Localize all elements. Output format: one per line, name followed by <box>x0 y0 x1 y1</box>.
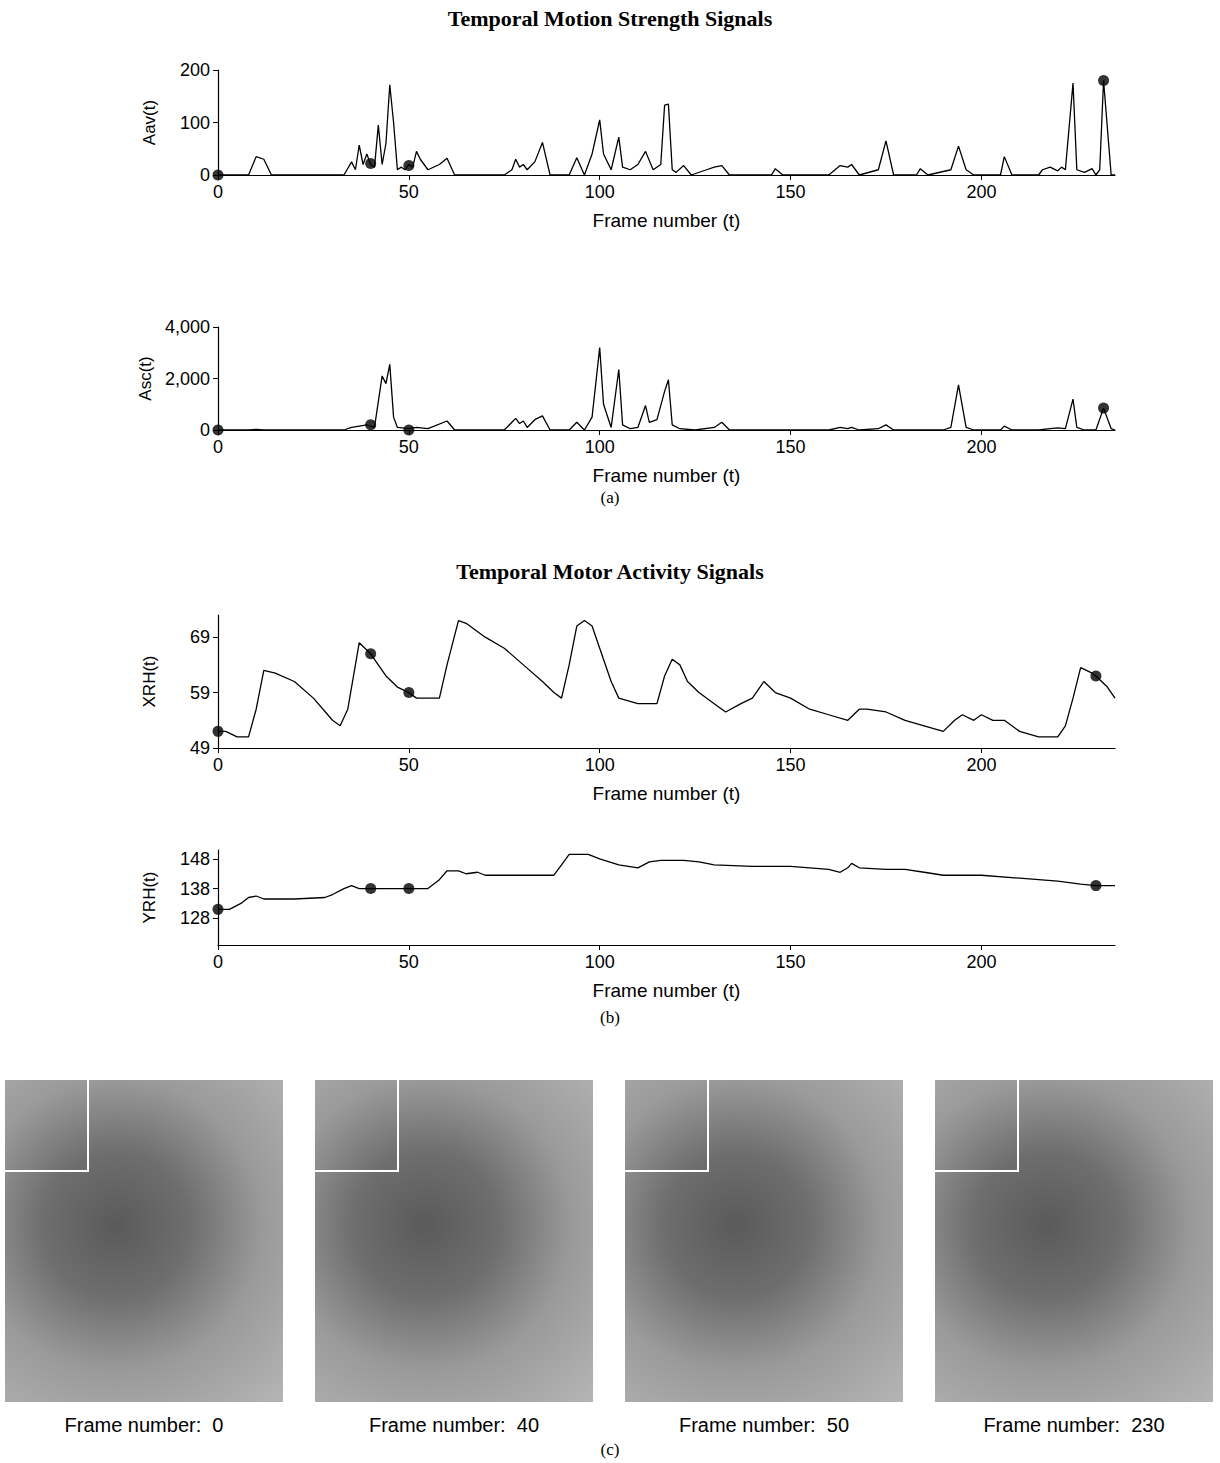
svg-text:50: 50 <box>399 437 419 457</box>
svg-text:4,000: 4,000 <box>165 317 210 337</box>
svg-text:2,000: 2,000 <box>165 369 210 389</box>
svg-text:0: 0 <box>200 420 210 440</box>
svg-text:138: 138 <box>180 879 210 899</box>
svg-text:50: 50 <box>399 952 419 972</box>
svg-text:100: 100 <box>180 113 210 133</box>
svg-text:100: 100 <box>585 437 615 457</box>
svg-text:50: 50 <box>399 755 419 775</box>
svg-text:59: 59 <box>190 683 210 703</box>
svg-text:Asc(t): Asc(t) <box>136 356 155 400</box>
svg-text:49: 49 <box>190 738 210 758</box>
svg-text:0: 0 <box>213 952 223 972</box>
svg-text:100: 100 <box>585 755 615 775</box>
svg-text:Frame number (t): Frame number (t) <box>593 980 741 1001</box>
svg-text:(b): (b) <box>600 1008 620 1027</box>
svg-text:200: 200 <box>966 182 996 202</box>
svg-text:0: 0 <box>213 755 223 775</box>
svg-text:148: 148 <box>180 849 210 869</box>
html-text:(c): (c) <box>600 1440 620 1459</box>
html-text:Frame number: 40: Frame number: 40 <box>369 1414 539 1436</box>
svg-text:0: 0 <box>200 165 210 185</box>
svg-text:150: 150 <box>776 952 806 972</box>
svg-text:100: 100 <box>585 182 615 202</box>
svg-text:69: 69 <box>190 627 210 647</box>
html-text:Frame number: 50: Frame number: 50 <box>679 1414 849 1436</box>
svg-text:XRH(t): XRH(t) <box>140 656 159 708</box>
svg-text:200: 200 <box>966 437 996 457</box>
svg-text:200: 200 <box>966 952 996 972</box>
svg-text:0: 0 <box>213 182 223 202</box>
html-text:Frame number: 0: Frame number: 0 <box>64 1414 224 1436</box>
svg-text:100: 100 <box>585 952 615 972</box>
html-text:Frame number: 230: Frame number: 230 <box>983 1414 1165 1436</box>
svg-text:150: 150 <box>776 182 806 202</box>
svg-text:Aav(t): Aav(t) <box>140 100 159 145</box>
svg-text:(a): (a) <box>601 488 620 507</box>
svg-text:Frame number (t): Frame number (t) <box>593 783 741 804</box>
svg-text:Frame number (t): Frame number (t) <box>593 210 741 231</box>
svg-text:150: 150 <box>776 755 806 775</box>
svg-text:50: 50 <box>399 182 419 202</box>
svg-text:0: 0 <box>213 437 223 457</box>
svg-text:150: 150 <box>776 437 806 457</box>
svg-text:Temporal Motion Strength Signa: Temporal Motion Strength Signals <box>448 6 773 31</box>
svg-text:200: 200 <box>966 755 996 775</box>
svg-text:128: 128 <box>180 908 210 928</box>
svg-text:YRH(t): YRH(t) <box>140 872 159 924</box>
svg-text:Frame number (t): Frame number (t) <box>593 465 741 486</box>
svg-text:Temporal Motor Activity Signal: Temporal Motor Activity Signals <box>456 559 764 584</box>
svg-text:200: 200 <box>180 60 210 80</box>
